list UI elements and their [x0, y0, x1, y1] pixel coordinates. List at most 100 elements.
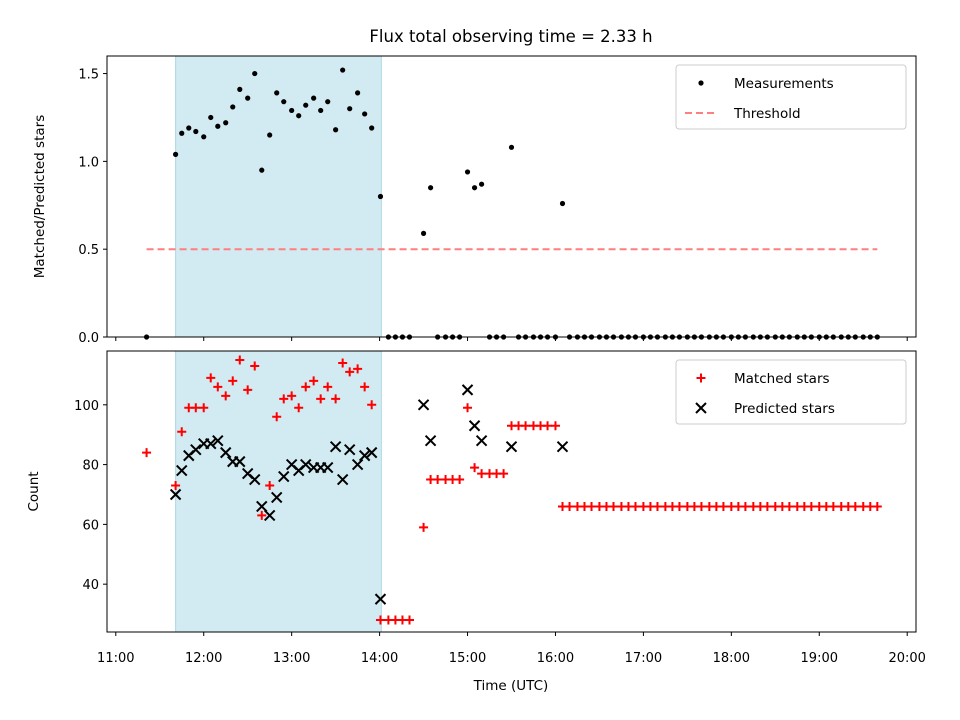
- measurement-point: [340, 67, 346, 73]
- measurement-point: [274, 90, 280, 96]
- legend-label: Predicted stars: [734, 401, 835, 417]
- x-tick-label: 16:00: [537, 651, 574, 666]
- measurement-point: [281, 99, 287, 105]
- measurement-point: [179, 130, 185, 136]
- measurement-point: [296, 113, 302, 119]
- measurement-point: [333, 127, 339, 133]
- measurement-point: [479, 181, 485, 187]
- legend-label: Matched stars: [734, 371, 830, 387]
- matched-point: [316, 394, 326, 404]
- predicted-point: [278, 470, 290, 483]
- measurement-point: [252, 70, 258, 77]
- legend-box: [675, 359, 907, 425]
- highlight-span: [175, 350, 382, 633]
- chart-title: Flux total observing time = 2.33 h: [369, 27, 652, 46]
- predicted-point: [505, 440, 518, 453]
- matched-point: [674, 501, 684, 511]
- y-tick-label: 80: [82, 459, 99, 474]
- matched-point: [367, 400, 377, 410]
- series-predicted-stars: [169, 384, 569, 605]
- matched-point: [206, 373, 216, 383]
- matched-point: [257, 510, 267, 520]
- matched-point: [550, 421, 560, 431]
- predicted-point: [205, 437, 217, 450]
- matched-point: [404, 615, 414, 625]
- predicted-point: [365, 446, 378, 459]
- matched-point: [142, 448, 152, 458]
- axes-frame: [106, 55, 917, 338]
- matched-point: [433, 475, 443, 485]
- axes-frame: [106, 350, 917, 633]
- y-tick-label: 0.5: [78, 243, 99, 258]
- measurement-point: [464, 169, 471, 175]
- matched-point: [213, 382, 223, 392]
- legend-label: Measurements: [734, 76, 834, 92]
- matched-point: [345, 367, 355, 377]
- matched-point: [287, 391, 297, 401]
- measurement-point: [223, 120, 229, 126]
- series-matched-stars: [142, 355, 882, 625]
- matched-point: [609, 501, 619, 511]
- measurement-point: [471, 185, 478, 191]
- measurement-point: [208, 114, 214, 121]
- highlight-span: [175, 55, 382, 338]
- x-tick-label: 18:00: [713, 651, 750, 666]
- matched-point: [221, 391, 231, 401]
- measurement-point: [201, 134, 207, 140]
- predicted-point: [336, 473, 349, 486]
- matched-point: [419, 522, 429, 532]
- predicted-point: [351, 458, 364, 471]
- matched-point: [499, 469, 509, 479]
- matched-point: [294, 403, 304, 413]
- y-tick-label: 1.0: [78, 155, 99, 170]
- measurement-point: [508, 144, 515, 150]
- matched-point: [872, 501, 882, 511]
- count-panel: 40 60 80 100 11:00 12:00 13:00 14:00 15:00 16:00 1…: [26, 350, 926, 666]
- measurement-point: [318, 107, 324, 114]
- legend: Measurements Threshold: [675, 64, 907, 130]
- predicted-point: [220, 446, 232, 459]
- matched-point: [521, 421, 531, 431]
- matched-point: [652, 501, 662, 511]
- x-tick-label: 12:00: [185, 651, 222, 666]
- y-tick-label: 100: [74, 399, 99, 414]
- measurement-point: [230, 104, 236, 110]
- measurement-point: [559, 200, 566, 207]
- measurement-point: [420, 230, 427, 236]
- legend-marker-plus: [696, 373, 706, 383]
- matched-point: [762, 501, 772, 511]
- matched-point: [228, 376, 238, 386]
- measurement-point: [193, 128, 199, 135]
- matched-point: [279, 394, 289, 404]
- measurement-point: [215, 123, 221, 129]
- matched-point: [477, 469, 487, 479]
- matched-point: [565, 501, 575, 511]
- y-tick-label: 40: [82, 578, 99, 593]
- matched-point: [455, 475, 465, 485]
- predicted-point: [190, 443, 202, 456]
- predicted-point: [374, 593, 387, 605]
- legend: Matched stars Predicted stars: [675, 359, 907, 425]
- matched-point: [630, 501, 640, 511]
- predicted-point: [169, 488, 182, 501]
- matched-point: [338, 358, 348, 368]
- measurement-point: [325, 99, 331, 105]
- matched-point: [177, 427, 187, 437]
- matched-point: [740, 501, 750, 511]
- measurement-point: [303, 102, 309, 108]
- predicted-point: [300, 458, 312, 471]
- matched-point: [375, 615, 385, 625]
- predicted-point: [271, 491, 283, 504]
- x-tick-label: 20:00: [888, 651, 925, 666]
- legend-box: [675, 64, 907, 130]
- y-axis-label: Count: [26, 471, 42, 511]
- matched-point: [360, 382, 370, 392]
- matched-point: [243, 385, 253, 395]
- matched-point: [587, 501, 597, 511]
- matched-point: [696, 501, 706, 511]
- matched-point: [191, 403, 201, 413]
- predicted-point: [475, 434, 488, 447]
- matched-point: [828, 501, 838, 511]
- x-tick-label: 14:00: [361, 651, 398, 666]
- predicted-point: [417, 399, 430, 411]
